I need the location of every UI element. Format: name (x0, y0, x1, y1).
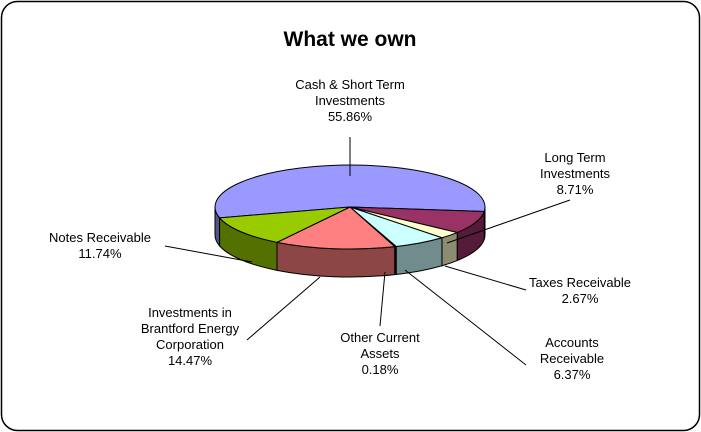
label-category: Other Current Assets (340, 330, 420, 361)
leader-line (444, 265, 527, 291)
label-category: Investments in Brantford Energy Corporat… (140, 305, 240, 352)
label-value: 55.86% (327, 109, 373, 124)
data-label: Investments in Brantford Energy Corporat… (128, 305, 253, 369)
leader-line (404, 269, 527, 366)
data-label: Notes Receivable 11.74% (30, 230, 170, 262)
data-label: Cash & Short Term Investments 55.86% (270, 77, 430, 125)
slice (214, 164, 486, 219)
label-value: 2.67% (561, 291, 599, 306)
label-category: Taxes Receivable (529, 275, 631, 290)
leader-line (246, 276, 321, 341)
data-label: Long Term Investments 8.71% (525, 150, 625, 198)
label-value: 14.47% (167, 353, 213, 368)
label-value: 0.18% (361, 362, 399, 377)
data-label: Accounts Receivable 6.37% (527, 335, 617, 383)
label-value: 6.37% (553, 367, 591, 382)
label-category: Accounts Receivable (539, 335, 605, 366)
leader-line (379, 271, 386, 327)
slice (218, 206, 351, 243)
slice (275, 206, 396, 250)
leader-line (446, 199, 571, 244)
label-category: Long Term Investments (539, 150, 611, 181)
label-category: Notes Receivable (49, 230, 151, 245)
data-label: Taxes Receivable 2.67% (510, 275, 650, 307)
label-value: 8.71% (556, 182, 594, 197)
data-label: Other Current Assets 0.18% (325, 330, 435, 378)
label-category: Cash & Short Term Investments (295, 77, 405, 108)
leader-line (164, 245, 253, 263)
chart-title: What we own (284, 28, 417, 51)
label-value: 11.74% (78, 246, 122, 261)
